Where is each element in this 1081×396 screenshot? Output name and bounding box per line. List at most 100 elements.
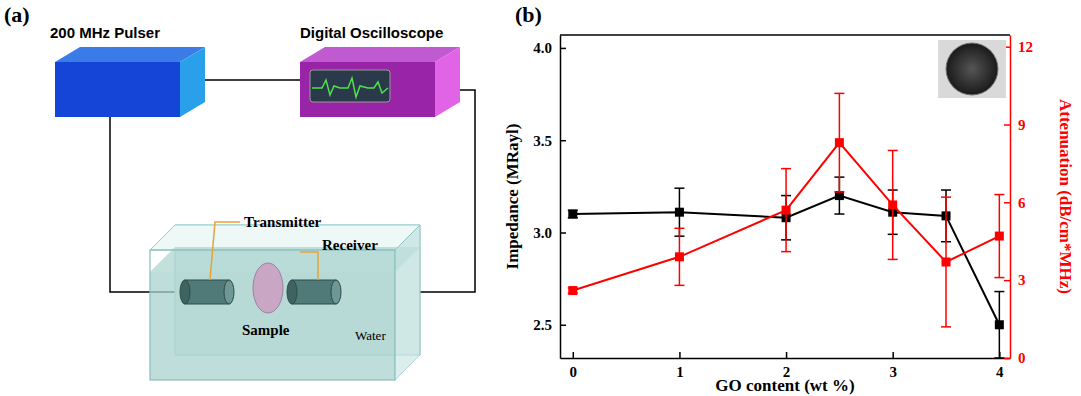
transducer-body — [292, 280, 336, 304]
square-marker — [835, 191, 844, 200]
tick: 4.0 — [533, 40, 566, 56]
chart: (b)012342.53.03.54.0036912GO content (wt… — [503, 2, 1075, 395]
tank-side — [395, 225, 420, 380]
tick-mark — [1004, 280, 1010, 282]
leader — [300, 252, 318, 280]
box-side — [180, 47, 205, 117]
axis-line — [1010, 36, 1012, 359]
transducer-end — [180, 280, 190, 304]
tick-label: 1 — [676, 364, 684, 380]
tick-label: 3 — [1018, 272, 1026, 288]
square-marker — [995, 320, 1004, 329]
box-side — [435, 47, 460, 117]
tick: 3 — [889, 352, 897, 380]
signal — [312, 78, 388, 97]
oscilloscope — [300, 47, 460, 117]
square-marker — [995, 232, 1004, 241]
pulser-label: 200 MHz Pulser — [50, 24, 160, 41]
pulser — [55, 47, 205, 117]
tick-label: 4.0 — [533, 40, 552, 56]
error-bar — [674, 188, 684, 236]
y2-axis-title: Attenuation (dB/cm*MHz) — [1056, 99, 1075, 294]
tick-mark — [560, 48, 566, 50]
error-bar-line — [888, 259, 898, 261]
tick-label: 2.5 — [533, 317, 552, 333]
error-bar — [994, 195, 1004, 278]
box-top — [300, 47, 460, 62]
tick-label: 9 — [1018, 117, 1026, 133]
receiver — [287, 280, 341, 304]
transducer-end — [287, 280, 297, 304]
error-bar — [568, 210, 578, 217]
screen — [310, 70, 390, 102]
axis-line — [561, 358, 1011, 360]
square-marker — [568, 286, 577, 295]
error-bar — [781, 169, 791, 252]
error-bar-line — [834, 191, 844, 193]
square-marker — [888, 200, 897, 209]
tick-label: 4 — [996, 364, 1004, 380]
tick: 6 — [1004, 195, 1026, 211]
error-bar-line — [834, 93, 844, 95]
box-top — [55, 47, 205, 62]
box-front — [300, 62, 435, 117]
error-bar — [834, 93, 844, 192]
tick: 1 — [676, 352, 684, 380]
tick-label: 3.0 — [533, 225, 552, 241]
tick-mark — [679, 352, 681, 358]
square-marker — [568, 210, 577, 219]
tick: 3 — [1004, 272, 1026, 288]
square-marker — [782, 206, 791, 215]
error-bar-line — [674, 187, 684, 189]
oscilloscope-label: Digital Oscilloscope — [300, 24, 443, 41]
sample — [253, 263, 283, 313]
tank-front — [150, 250, 395, 380]
transducer-face — [331, 280, 341, 304]
plot-area — [568, 93, 1005, 358]
tick: 12 — [1004, 39, 1033, 55]
error-bar — [888, 150, 898, 259]
error-bar-line — [994, 194, 1004, 196]
error-bar-line — [781, 251, 791, 253]
error-bar-line — [674, 285, 684, 287]
tick-mark — [560, 232, 566, 234]
wire — [205, 79, 300, 81]
transducer-face — [224, 280, 234, 304]
tick-label: 6 — [1018, 195, 1026, 211]
x-axis-title: GO content (wt %) — [715, 376, 854, 395]
tick: 2.5 — [533, 317, 566, 333]
panel-label: (a) — [4, 2, 30, 27]
y-axis-title: Impedance (MRayl) — [503, 124, 522, 270]
tick: 0 — [570, 352, 578, 380]
sample-label: Sample — [242, 322, 290, 338]
square-marker — [675, 208, 684, 217]
error-bar-line — [941, 189, 951, 191]
tick-mark — [786, 352, 788, 358]
error-bar — [674, 228, 684, 285]
setup-diagram: (a) 200 MHz Pulser Digital Oscilloscope Tra… — [4, 2, 475, 380]
error-bar-line — [994, 291, 1004, 293]
error-bar-line — [888, 150, 898, 152]
water-tank — [150, 225, 420, 380]
receiver-label: Receiver — [322, 237, 378, 253]
tick-mark — [560, 140, 566, 142]
error-bar-line — [834, 213, 844, 215]
box-front — [55, 62, 180, 117]
tick-label: 3 — [889, 364, 897, 380]
line — [573, 143, 1000, 291]
tick: 3.5 — [533, 133, 566, 149]
square-marker — [835, 138, 844, 147]
square-marker — [942, 258, 951, 267]
inset-disk — [946, 43, 998, 95]
y-axis: 2.5 3.0 3.5 4.0 — [533, 36, 566, 359]
transmitter-label: Transmitter — [244, 214, 322, 230]
panel-label: (b) — [515, 2, 542, 27]
tick-label: 12 — [1018, 39, 1033, 55]
frame-top — [560, 34, 1010, 36]
axis-line — [560, 36, 562, 359]
transducer-body — [185, 280, 229, 304]
inset-background — [938, 40, 1006, 98]
tick-mark — [1004, 202, 1010, 204]
error-bar — [994, 292, 1004, 358]
y2-axis: 036912 — [1004, 36, 1033, 367]
